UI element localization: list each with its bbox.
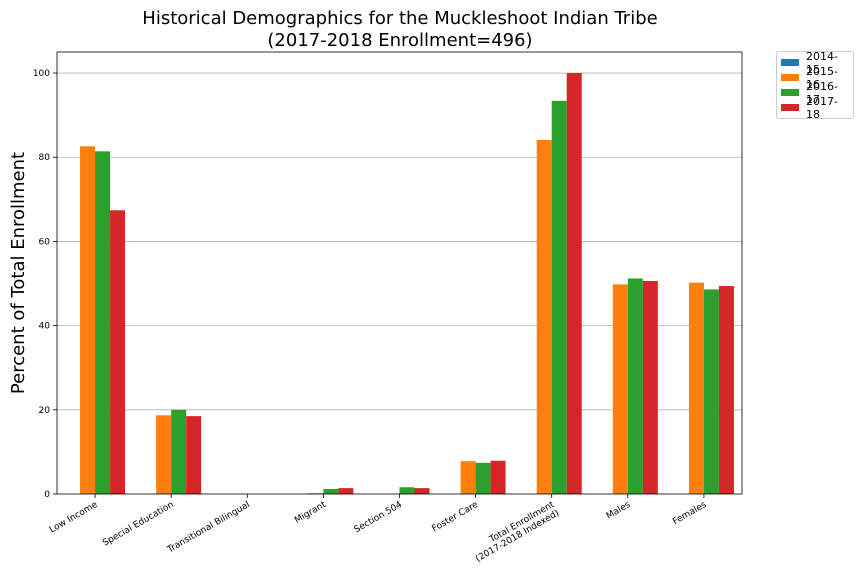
bar [612,284,628,494]
x-tick-label: Females [671,500,709,527]
bar [338,488,354,494]
legend-label: 2016-17 [806,79,838,106]
bar [156,415,172,494]
y-tick-label: 80 [39,153,51,163]
legend-swatch [781,59,799,66]
legend-swatch [781,104,799,111]
bar [186,416,202,494]
bar [414,488,430,494]
legend-item: 2016-17 [781,80,849,106]
legend-swatch [781,74,799,81]
bar [323,488,339,494]
y-tick-label: 60 [39,237,51,247]
y-tick-label: 40 [39,322,51,332]
bar [627,278,643,494]
x-tick-label: Foster Care [430,500,480,535]
x-tick-label: Low Income [48,500,100,536]
x-tick-label: Transitional Bilingual [165,500,252,556]
bar [688,282,704,494]
bar [80,146,96,494]
x-tick-label: Section 504 [353,500,405,536]
chart-subtitle: (2017-2018 Enrollment=496) [267,30,533,51]
bar [718,286,734,494]
bar [171,409,187,494]
y-tick-label: 100 [33,69,50,79]
plot-frame [56,51,743,495]
bar [95,151,111,494]
chart-legend: 2014-15 2015-16 2016-17 2017-18 [776,50,854,121]
bar [475,462,491,494]
bar [566,73,582,495]
bar [399,487,415,494]
legend-label: 2014-15 [806,49,838,76]
chart-title: Historical Demographics for the Mucklesh… [142,8,658,29]
y-tick-label: 0 [44,490,50,500]
bar [110,210,126,495]
bar [642,280,658,494]
bar [308,493,324,494]
legend-item: 2014-15 [781,50,849,76]
bar [536,139,552,494]
x-tick-label: Males [605,500,633,522]
legend-swatch [781,89,799,96]
bar [490,460,506,494]
x-tick-label: Total Enrollment(2017-2018 Indexed) [469,500,561,565]
bar [460,461,476,494]
x-tick-label: Special Education [101,500,175,549]
bar [551,100,567,494]
legend-item: 2015-16 [781,65,849,91]
legend-item: 2017-18 [781,95,849,121]
bar [703,289,719,494]
legend-label: 2017-18 [806,94,838,121]
y-axis-label: Percent of Total Enrollment [8,152,29,394]
legend-label: 2015-16 [806,64,838,91]
x-tick-label: Migrant [293,500,328,526]
y-tick-label: 20 [39,406,51,416]
